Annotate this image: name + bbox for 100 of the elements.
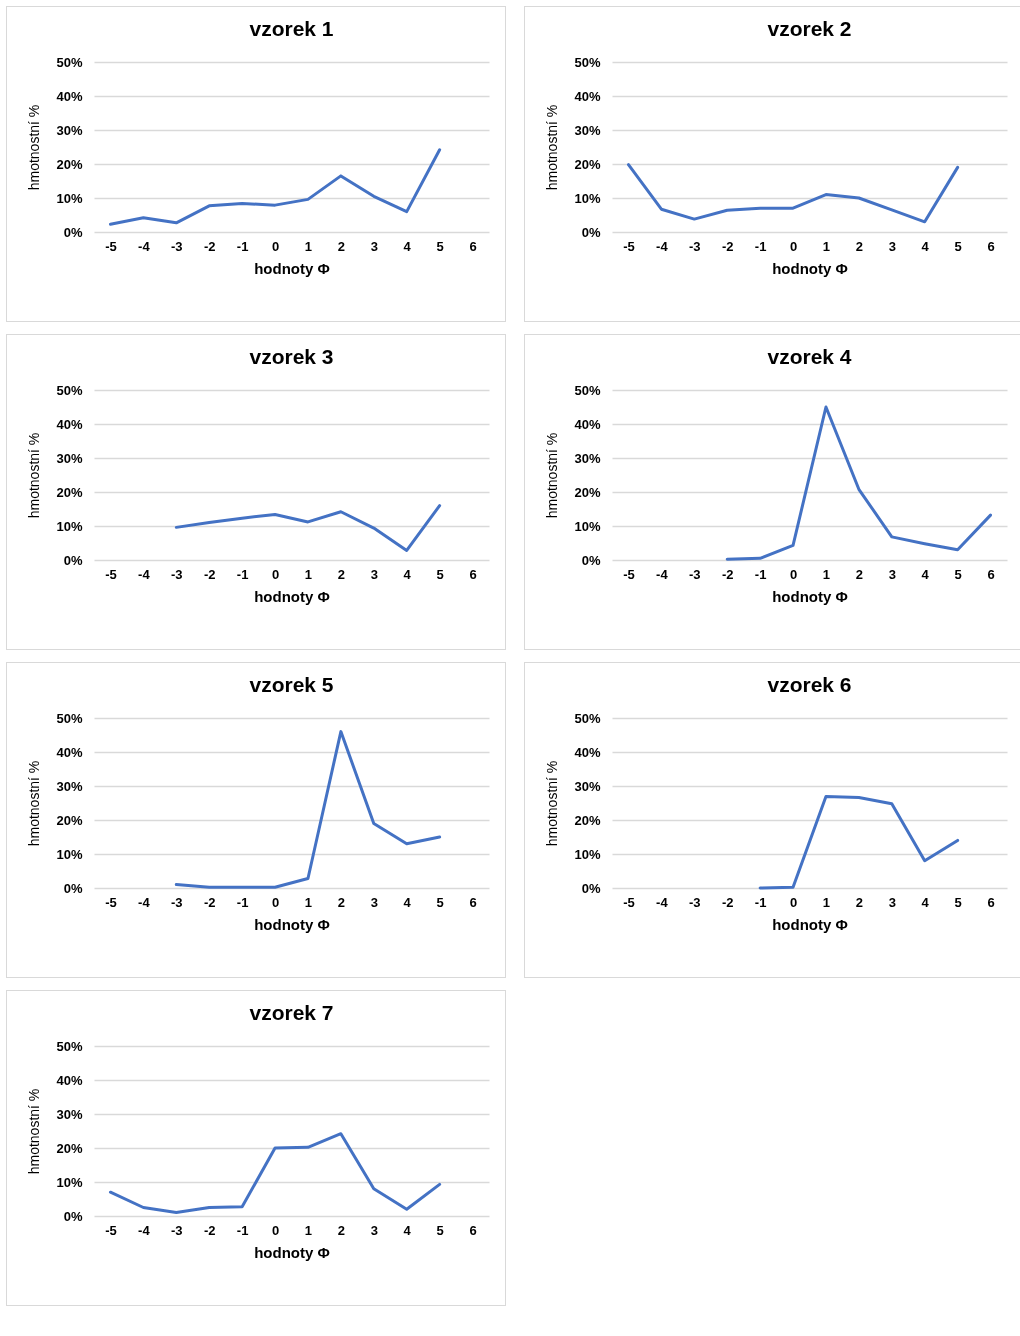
y-tick-label: 10%	[574, 190, 601, 206]
y-tick-label: 10%	[56, 190, 83, 206]
x-tick-label: -3	[171, 566, 183, 582]
x-tick-label: 2	[337, 566, 345, 582]
y-tick-label: 20%	[56, 484, 83, 500]
chart-title: vzorek 4	[767, 345, 852, 368]
x-tick-label: 5	[954, 566, 962, 582]
x-tick-label: -4	[656, 238, 669, 254]
x-tick-label: 5	[436, 894, 444, 910]
y-tick-label: 30%	[574, 450, 601, 466]
x-axis-title: hodnoty Φ	[254, 1243, 330, 1261]
x-tick-label: 2	[855, 894, 863, 910]
x-tick-label: 6	[987, 566, 995, 582]
chart-title: vzorek 7	[249, 1001, 334, 1024]
y-axis-title: hmotnostní %	[544, 760, 561, 847]
x-tick-label: 3	[370, 894, 378, 910]
x-tick-label: 5	[436, 238, 444, 254]
x-tick-label: 2	[855, 566, 863, 582]
line-series	[758, 795, 960, 890]
y-tick-label: 40%	[56, 88, 83, 104]
x-tick-label: 4	[921, 238, 930, 254]
y-tick-label: 20%	[56, 1140, 83, 1156]
x-tick-label: 1	[304, 238, 313, 254]
x-tick-label: -2	[721, 566, 734, 582]
x-tick-label: -5	[105, 566, 117, 582]
x-tick-label: 3	[370, 238, 378, 254]
x-tick-label: 0	[271, 894, 280, 910]
x-axis-title: hodnoty Φ	[254, 259, 330, 277]
y-tick-label: 40%	[56, 744, 83, 760]
line-series	[108, 148, 442, 226]
chart-title: vzorek 3	[249, 345, 334, 368]
x-tick-label: 0	[789, 566, 798, 582]
line-series	[174, 504, 442, 552]
y-tick-label: 10%	[56, 846, 83, 862]
x-tick-label: -1	[236, 238, 249, 254]
x-axis-title: hodnoty Φ	[772, 259, 848, 277]
x-axis-title: hodnoty Φ	[254, 587, 330, 605]
x-tick-label: 3	[888, 238, 896, 254]
x-tick-label: 3	[370, 1222, 378, 1238]
y-tick-label: 30%	[574, 778, 601, 794]
x-tick-label: 2	[337, 1222, 345, 1238]
chart-title: vzorek 1	[249, 17, 334, 40]
x-tick-label: -3	[689, 894, 701, 910]
y-tick-label: 30%	[574, 122, 601, 138]
x-tick-label: 3	[370, 566, 378, 582]
x-tick-label: -1	[754, 566, 767, 582]
y-tick-label: 40%	[56, 1072, 83, 1088]
x-tick-label: 4	[403, 238, 412, 254]
x-tick-label: -4	[656, 566, 669, 582]
x-tick-label: 0	[789, 238, 798, 254]
x-tick-label: 6	[469, 1222, 477, 1238]
x-tick-label: 3	[888, 894, 896, 910]
x-tick-label: 4	[403, 566, 412, 582]
x-tick-label: -2	[721, 894, 734, 910]
x-tick-label: -3	[171, 1222, 183, 1238]
y-tick-label: 10%	[56, 518, 83, 534]
x-tick-label: -2	[721, 238, 734, 254]
y-tick-label: 0%	[581, 224, 601, 240]
x-axis-title: hodnoty Φ	[772, 587, 848, 605]
x-tick-label: -3	[171, 894, 183, 910]
y-axis-title: hmotnostní %	[26, 104, 43, 191]
x-tick-label: 6	[469, 894, 477, 910]
x-tick-label: -2	[203, 894, 216, 910]
y-tick-label: 20%	[574, 156, 601, 172]
chart-title: vzorek 2	[767, 17, 852, 40]
x-tick-label: 0	[271, 566, 280, 582]
y-axis-title: hmotnostní %	[544, 104, 561, 191]
x-axis-title: hodnoty Φ	[772, 915, 848, 933]
y-tick-label: 40%	[574, 88, 601, 104]
x-tick-label: -3	[689, 566, 701, 582]
x-tick-label: 4	[403, 1222, 412, 1238]
y-tick-label: 40%	[56, 416, 83, 432]
x-tick-label: -3	[689, 238, 701, 254]
x-tick-label: 6	[469, 238, 477, 254]
x-tick-label: -4	[138, 238, 151, 254]
x-tick-label: -3	[171, 238, 183, 254]
y-tick-label: 50%	[574, 54, 601, 70]
y-tick-label: 0%	[63, 1208, 83, 1224]
x-tick-label: 5	[436, 566, 444, 582]
x-tick-label: -1	[236, 566, 249, 582]
y-tick-label: 40%	[574, 744, 601, 760]
x-tick-label: -1	[236, 894, 249, 910]
y-axis-title: hmotnostní %	[544, 432, 561, 519]
y-tick-label: 20%	[56, 812, 83, 828]
chart-title: vzorek 6	[767, 673, 852, 696]
x-tick-label: 1	[822, 894, 831, 910]
x-tick-label: -4	[656, 894, 669, 910]
x-tick-label: -2	[203, 566, 216, 582]
y-tick-label: 30%	[56, 450, 83, 466]
x-tick-label: 2	[337, 238, 345, 254]
y-tick-label: 0%	[63, 224, 83, 240]
x-tick-label: -5	[105, 1222, 117, 1238]
y-tick-label: 0%	[581, 552, 601, 568]
x-tick-label: -4	[138, 566, 151, 582]
x-tick-label: -4	[138, 1222, 151, 1238]
y-axis-title: hmotnostní %	[26, 432, 43, 519]
x-tick-label: 4	[403, 894, 412, 910]
y-tick-label: 40%	[574, 416, 601, 432]
y-tick-label: 50%	[574, 382, 601, 398]
x-tick-label: -5	[623, 566, 635, 582]
